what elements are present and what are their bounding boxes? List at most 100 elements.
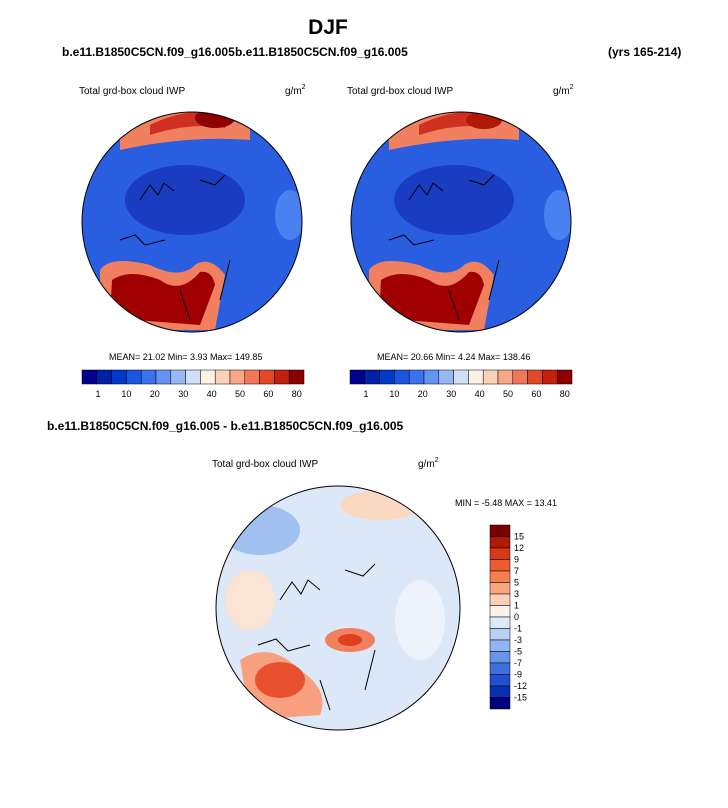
colorbar-label: 30 — [446, 389, 456, 399]
colorbar-box — [96, 369, 112, 385]
colorbar-box — [349, 369, 366, 385]
stats: MIN = -5.48 MAX = 13.41 — [455, 498, 557, 508]
units-power: 2 — [302, 84, 306, 91]
panel-label: Total grd-box cloud IWP — [212, 459, 318, 470]
coastline — [388, 174, 500, 321]
stats: MEAN= 21.02 Min= 3.93 Max= 149.85 — [109, 352, 262, 362]
colorbar-box — [489, 536, 511, 549]
map-border — [215, 485, 461, 731]
colorbar-label: 60 — [263, 389, 273, 399]
colorbar-label: 30 — [178, 389, 188, 399]
colorbar-box — [527, 369, 543, 385]
colorbar-box — [155, 369, 172, 385]
colorbar-box — [489, 559, 511, 572]
colorbar-label: -3 — [514, 635, 522, 645]
colorbar-label: 10 — [389, 389, 399, 399]
colorbar-label: 50 — [503, 389, 513, 399]
colorbar-label: 10 — [121, 389, 131, 399]
units-base: g/m — [553, 86, 570, 97]
case-title: b.e11.B1850C5CN.f09_g16.005 — [62, 45, 235, 59]
colorbar-box — [489, 616, 511, 629]
colorbar-label: -5 — [514, 647, 522, 657]
colorbar-box — [408, 369, 425, 385]
units-base: g/m — [285, 86, 302, 97]
colorbar-box — [489, 570, 511, 583]
coastline — [257, 563, 376, 711]
colorbar-box — [111, 369, 127, 385]
colorbar-box — [489, 674, 511, 687]
colorbar-box — [556, 369, 573, 385]
colorbar-box — [81, 369, 98, 385]
colorbar-label: 1 — [95, 389, 100, 399]
colorbar-box — [185, 369, 201, 385]
title: DJF — [308, 16, 348, 39]
coastline — [119, 174, 231, 321]
colorbar-label: -9 — [514, 670, 522, 680]
colorbar-box — [200, 369, 216, 385]
colorbar-box — [489, 524, 511, 537]
colorbar-label: 5 — [514, 578, 519, 588]
colorbar-label: -7 — [514, 658, 522, 668]
colorbar-box — [489, 605, 511, 618]
colorbar-box — [379, 369, 395, 385]
colorbar-label: 20 — [418, 389, 428, 399]
colorbar-label: 40 — [475, 389, 485, 399]
colorbar-box — [423, 369, 440, 385]
colorbar-box — [259, 369, 275, 385]
colorbar-label: 80 — [560, 389, 570, 399]
colorbar-box — [489, 685, 511, 698]
colorbar-box — [244, 369, 260, 385]
colorbar-box — [489, 639, 511, 652]
map — [351, 112, 571, 332]
colorbar-label: 80 — [292, 389, 302, 399]
colorbar-label: -15 — [514, 693, 527, 703]
stats: MEAN= 20.66 Min= 4.24 Max= 138.46 — [377, 352, 530, 362]
colorbar-box — [489, 697, 511, 710]
colorbar-box — [288, 369, 305, 385]
colorbar-box — [489, 651, 511, 664]
units: g/m2 — [418, 457, 439, 470]
colorbar-box — [542, 369, 558, 385]
difference-heading: b.e11.B1850C5CN.f09_g16.005 - b.e11.B185… — [47, 419, 404, 433]
colorbar-label: 40 — [207, 389, 217, 399]
colorbar-box — [489, 593, 511, 606]
colorbar-label: -1 — [514, 624, 522, 634]
colorbar-box — [468, 369, 484, 385]
map-border — [350, 111, 572, 333]
panel-label: Total grd-box cloud IWP — [79, 86, 185, 97]
colorbar-box — [489, 662, 511, 675]
colorbar-box — [489, 547, 511, 560]
colorbar-box — [214, 369, 231, 385]
colorbar-box — [126, 369, 142, 385]
colorbar-box — [489, 582, 511, 595]
colorbar-label: -12 — [514, 681, 527, 691]
map — [216, 486, 460, 730]
colorbar-box — [482, 369, 499, 385]
colorbar-box — [497, 369, 514, 385]
units-power: 2 — [435, 457, 439, 464]
colorbar-label: 0 — [514, 612, 519, 622]
units: g/m2 — [553, 84, 574, 97]
colorbar-label: 20 — [150, 389, 160, 399]
colorbar-box — [512, 369, 528, 385]
units-power: 2 — [570, 84, 574, 91]
colorbar-label: 12 — [514, 543, 524, 553]
colorbar-box — [274, 369, 290, 385]
colorbar-box — [229, 369, 246, 385]
case-title: b.e11.B1850C5CN.f09_g16.005 — [235, 45, 408, 59]
colorbar-label: 60 — [531, 389, 541, 399]
colorbar-box — [170, 369, 186, 385]
units: g/m2 — [285, 84, 306, 97]
colorbar-label: 9 — [514, 555, 519, 565]
colorbar-box — [489, 628, 511, 641]
colorbar-box — [394, 369, 410, 385]
colorbar-label: 15 — [514, 532, 524, 542]
panel-label: Total grd-box cloud IWP — [347, 86, 453, 97]
colorbar-label: 1 — [363, 389, 368, 399]
years: (yrs 165-214) — [608, 45, 681, 59]
colorbar-box — [438, 369, 454, 385]
colorbar-box — [140, 369, 157, 385]
colorbar-label: 50 — [235, 389, 245, 399]
colorbar-label: 1 — [514, 601, 519, 611]
